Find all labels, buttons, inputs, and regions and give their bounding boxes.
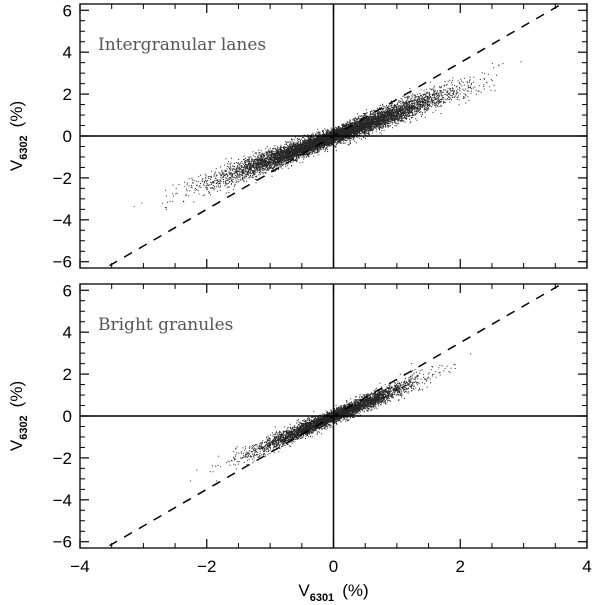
panel-2: −6 −4 −2 0 2 4 6 −4 −2 0 2 4 V6302(%) V6301 (%) Bright … — [7, 281, 592, 604]
y-tick-label: −6 — [53, 533, 72, 552]
y-axis-label: V6302(%) — [7, 101, 30, 171]
y-tick-label: 0 — [63, 127, 72, 146]
x-tick-label: −4 — [70, 557, 89, 576]
panel-annotation: Bright granules — [98, 315, 233, 335]
x-tick-label: −2 — [197, 557, 216, 576]
y-tick-label: −2 — [53, 169, 72, 188]
y-tick-label: 4 — [63, 43, 72, 62]
y-tick-label: 2 — [63, 365, 72, 384]
x-axis-label: V6301 (%) — [298, 581, 368, 604]
panel-1: −6 −4 −2 0 2 4 6 V6302(%) Intergranular lanes — [7, 1, 588, 272]
panel-annotation: Intergranular lanes — [98, 35, 266, 55]
x-tick-label: 2 — [456, 557, 465, 576]
y-tick-label: −4 — [53, 491, 72, 510]
y-tick-label: 6 — [63, 281, 72, 300]
x-tick-label: 4 — [582, 557, 591, 576]
x-tick-label: 0 — [329, 557, 338, 576]
y-tick-label: 2 — [63, 85, 72, 104]
y-tick-label: 6 — [63, 1, 72, 20]
y-tick-label: −4 — [53, 211, 72, 230]
y-tick-label: 0 — [63, 407, 72, 426]
y-axis-label: V6302(%) — [7, 381, 30, 451]
y-tick-label: 4 — [63, 323, 72, 342]
y-tick-label: −2 — [53, 449, 72, 468]
y-tick-label: −6 — [53, 253, 72, 272]
